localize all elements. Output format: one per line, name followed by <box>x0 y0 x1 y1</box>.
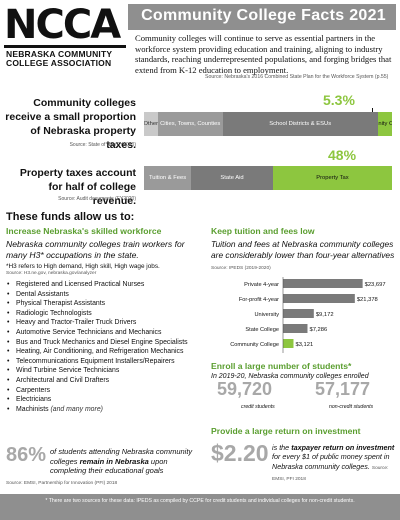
logo-subtitle: NEBRASKA COMMUNITY COLLEGE ASSOCIATION <box>6 50 130 68</box>
revenue-heading: Property taxes account for half of colle… <box>19 167 136 207</box>
tuition-bar <box>283 279 363 288</box>
logo-subtitle-line1: NEBRASKA COMMUNITY <box>6 49 113 59</box>
return-text-2: for every $1 of public money spent in Ne… <box>272 452 390 471</box>
page-title: Community College Facts 2021 <box>141 7 386 24</box>
occupation-item: Carpenters <box>6 386 202 396</box>
return-text: is the taxpayer return on investment for… <box>272 443 396 485</box>
occupation-item: Electricians <box>6 395 202 405</box>
revenue-source: Source: Audit documents (FY2020) <box>58 196 136 202</box>
tuition-heading: Keep tuition and fees low <box>211 226 315 236</box>
tuition-category-label: Private 4-year <box>244 282 279 288</box>
retention-text-2: upon completing their educational goals <box>50 456 168 476</box>
tuition-category-label: Community College <box>230 342 279 348</box>
property-tax-bar: Other Cities, Towns, Counties School Distr… <box>144 112 392 136</box>
credit-students-value: 59,720 <box>217 379 273 399</box>
tuition-value-label: $7,286 <box>309 327 327 333</box>
enrollment-section: Enroll a large number of students* In 20… <box>211 361 395 381</box>
property-tax-segment-community-colleges: Community Colleges <box>377 112 392 136</box>
tuition-category-label: For-profit 4-year <box>239 297 279 303</box>
revenue-pct: 48% <box>328 147 357 163</box>
ncca-logo: NCCA NEBRASKA COMMUNITY COLLEGE ASSOCIAT… <box>4 5 128 77</box>
tuition-lead-text: Tuition and fees at Nebraska community c… <box>211 239 395 260</box>
occupation-list: Registered and Licensed Practical Nurses… <box>6 280 202 414</box>
occupation-item: Telecommunications Equipment Installers/… <box>6 357 202 367</box>
enrollment-lead: In 2019-20, Nebraska community colleges … <box>211 373 369 380</box>
tuition-value-label: $21,378 <box>357 297 378 303</box>
tuition-bar <box>283 324 308 333</box>
return-section: Provide a large return on investment <box>211 426 395 436</box>
return-heading: Provide a large return on investment <box>211 426 361 436</box>
noncredit-students-label: non-credit students <box>329 404 374 410</box>
intro-text: Community colleges will continue to serv… <box>135 33 392 75</box>
footer: * There are two sources for these data: … <box>0 494 400 520</box>
revenue-segment-state-aid: State Aid <box>191 166 273 190</box>
h3-source: Source: H3.ne.gov, nebraska.gov/analyzer <box>6 271 97 276</box>
return-text-1: is the <box>272 443 290 452</box>
return-source: Source: EMSI, PFI 2018 <box>272 465 389 483</box>
occupation-item: Bus and Truck Mechanics and Diesel Engin… <box>6 338 202 348</box>
occupation-item: Automotive Service Technicians and Mecha… <box>6 328 202 338</box>
header: NCCA NEBRASKA COMMUNITY COLLEGE ASSOCIAT… <box>0 0 400 82</box>
retention-source: Source: EMSI, Partnership for Innovation… <box>6 481 118 486</box>
revenue-segment-tuition-fees: Tuition & Fees <box>144 166 192 190</box>
occupation-item: Registered and Licensed Practical Nurses <box>6 280 202 290</box>
return-text-bold: taxpayer return on investment <box>291 443 395 452</box>
funds-heading: These funds allow us to: <box>6 211 135 223</box>
tuition-category-label: State College <box>245 327 279 333</box>
return-amount: $2.20 <box>211 440 269 466</box>
logo-letters: NCCA <box>4 2 121 48</box>
tuition-lead: Tuition and fees at Nebraska community c… <box>211 239 395 274</box>
retention-text-bold: remain in Nebraska <box>79 456 149 466</box>
tuition-bar <box>283 309 314 318</box>
tuition-source: Source: IPEDS (2019-2020) <box>211 266 271 271</box>
property-tax-pct: 5.3% <box>323 92 355 108</box>
workforce-lead: Nebraska community colleges train worker… <box>6 239 185 260</box>
occupation-item: Wind Turbine Service Technicians <box>6 366 202 376</box>
credit-students-label: credit students <box>241 404 275 410</box>
property-tax-segment-cities-towns-counties: Cities, Towns, Counties <box>157 112 223 136</box>
logo-subtitle-line2: COLLEGE ASSOCIATION <box>6 58 112 68</box>
h3-note: *H3 refers to High demand, High skill, H… <box>6 263 160 270</box>
workforce-section: Increase Nebraska's skilled workforce Ne… <box>6 226 202 414</box>
tuition-bar <box>283 339 294 348</box>
revenue-bar: Tuition & Fees State Aid Property Tax <box>144 166 392 190</box>
intro-source: Source: Nebraska's 2016 Combined State P… <box>205 74 389 80</box>
revenue-segment-property-tax: Property Tax <box>272 166 392 190</box>
tuition-category-label: University <box>254 312 279 318</box>
tuition-bar <box>283 294 355 303</box>
property-tax-source: Source: State of NE (FY2020) <box>69 142 136 148</box>
occupation-item: Heavy and Tractor-Trailer Truck Drivers <box>6 318 202 328</box>
noncredit-students-value: 57,177 <box>315 379 371 399</box>
logo-rule <box>4 45 126 48</box>
occupation-item: Physical Therapist Assistants <box>6 299 202 309</box>
occupation-more: (and many more) <box>48 405 103 413</box>
tuition-value-label: $9,172 <box>316 312 334 318</box>
retention-text: of students attending Nebraska community… <box>50 447 200 476</box>
property-tax-segment-school-districts-esus: School Districts & ESUs <box>222 112 378 136</box>
tuition-section: Keep tuition and fees low Tuition and fe… <box>211 226 395 274</box>
title-banner: Community College Facts 2021 <box>128 4 396 30</box>
occupation-item: Architectural and Civil Drafters <box>6 376 202 386</box>
occupation-item: Heating, Air Conditioning, and Refrigera… <box>6 347 202 357</box>
retention-pct: 86% <box>6 444 47 466</box>
occupation-item: Radiologic Technologists <box>6 309 202 319</box>
enrollment-numbers: 59,720 credit students 57,177 non-credit… <box>211 379 395 415</box>
property-tax-segment-other: Other <box>144 112 158 136</box>
footer-note: * There are two sources for these data: … <box>45 498 355 504</box>
occupation-item: Machinists (and many more) <box>6 405 202 415</box>
pct-tick <box>372 108 373 112</box>
tuition-chart: Private 4-year $23,697 For-profit 4-year $2… <box>230 277 386 353</box>
property-tax-heading: Community colleges receive a small propo… <box>5 97 136 151</box>
tuition-value-label: $3,121 <box>295 342 313 348</box>
enrollment-heading: Enroll a large number of students* <box>211 361 352 371</box>
occupation-item: Dental Assistants <box>6 290 202 300</box>
retention-text-1: of students attending Nebraska community… <box>50 447 193 466</box>
workforce-heading: Increase Nebraska's skilled workforce <box>6 226 162 236</box>
tuition-value-label: $23,697 <box>365 282 386 288</box>
